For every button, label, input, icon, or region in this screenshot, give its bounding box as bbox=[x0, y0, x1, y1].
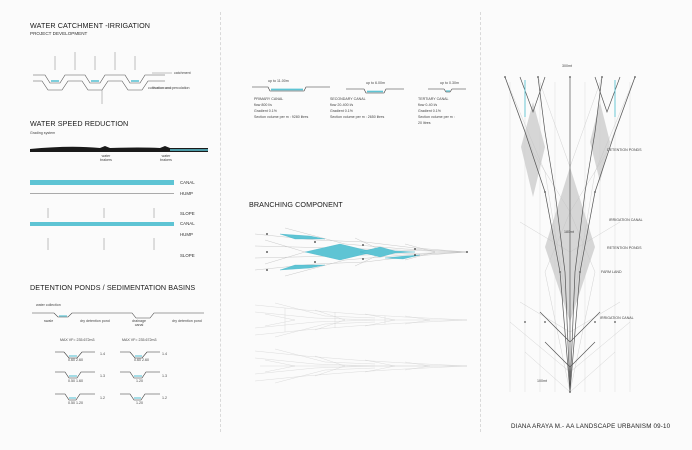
section-dims-r1: 0.60 2.60 bbox=[134, 358, 149, 362]
section-h-l1: 1.4 bbox=[100, 352, 105, 356]
irrigation-network-plan bbox=[504, 76, 636, 393]
branching-title: BRANCHING COMPONENT bbox=[249, 200, 343, 209]
catchment-diagram bbox=[33, 52, 172, 104]
tertiary-canal-volume-2: 20 litres bbox=[418, 121, 431, 125]
dry-pond-label-2: dry detention pond bbox=[172, 319, 202, 323]
primary-canal-width: up to 11.00m bbox=[268, 79, 289, 83]
grading-profile bbox=[30, 146, 208, 152]
water-collection-label: water collection bbox=[36, 303, 61, 307]
drainage-canal-label: drainage canal bbox=[132, 319, 146, 327]
dry-pond-label-1: dry detention pond bbox=[80, 319, 110, 323]
secondary-canal-name: SECONDARY CANAL bbox=[330, 97, 366, 101]
detention-ponds-label: DETENTION PONDS bbox=[607, 148, 642, 152]
section-h-l2: 1.3 bbox=[100, 374, 105, 378]
primary-canal-section bbox=[252, 86, 330, 92]
bottom-width-label: 100mt bbox=[537, 379, 547, 383]
slope-arrows-2 bbox=[47, 238, 155, 250]
secondary-canal-flow: flow 20-400 l/s bbox=[330, 103, 354, 107]
canal-bar-1 bbox=[30, 180, 174, 185]
catchment-subtitle: PROJECT DEVELOPMENT bbox=[30, 31, 88, 36]
top-width-label: 300mt bbox=[562, 64, 572, 68]
length-label: 180mt bbox=[564, 230, 574, 234]
column-divider-left bbox=[220, 12, 221, 432]
section-h-l3: 1.2 bbox=[100, 396, 105, 400]
pond-profile bbox=[32, 312, 204, 319]
tertiary-canal-flow: flow 0-40 l/s bbox=[418, 103, 438, 107]
hump-line-1 bbox=[30, 193, 174, 194]
section-dims-l3: 0.50 1.20 bbox=[68, 401, 83, 405]
hump-label-2: HUMP bbox=[180, 232, 193, 237]
section-dims-r3: 1.20 bbox=[136, 401, 143, 405]
hump-label-1: HUMP bbox=[180, 191, 193, 196]
canal-label-2: CANAL bbox=[180, 221, 195, 226]
branching-component-wire-2 bbox=[254, 348, 468, 384]
grading-label: Grading system bbox=[30, 131, 56, 135]
branching-component-blue bbox=[254, 227, 468, 277]
cultivation-label: cultivation and percolation bbox=[148, 86, 190, 90]
canal-label-1: CANAL bbox=[180, 180, 195, 185]
branching-component-wire-1 bbox=[254, 302, 468, 338]
section-h-r3: 1.2 bbox=[162, 396, 167, 400]
slope-label-2: SLOPE bbox=[180, 253, 195, 258]
catchment-title: WATER CATCHMENT -IRRIGATION bbox=[30, 21, 151, 30]
primary-canal-volume: Section volume per m : 9280 litres bbox=[254, 115, 309, 119]
secondary-canal-volume: Section volume per m : 2650 litres bbox=[330, 115, 385, 119]
ponds-title: DETENTION PONDS / SEDIMENTATION BASINS bbox=[30, 283, 196, 292]
farm-land-label: FARM LAND bbox=[601, 270, 622, 274]
footer-credit: DIANA ARAYA M.- AA LANDSCAPE URBANISM 09… bbox=[511, 423, 671, 430]
slope-arrows-1 bbox=[47, 208, 155, 218]
swale-label: swale bbox=[44, 319, 54, 323]
speed-reduction-title: WATER SPEED REDUCTION bbox=[30, 119, 129, 128]
catchment-label: catchment bbox=[174, 71, 191, 75]
section-dims-r2: 1.20 bbox=[136, 379, 143, 383]
section-h-r2: 1.3 bbox=[162, 374, 167, 378]
secondary-canal-gradient: Gradient 0.1% bbox=[330, 109, 353, 113]
tertiary-canal-volume: Section volume per m : bbox=[418, 115, 455, 119]
secondary-canal-section bbox=[346, 88, 404, 94]
tertiary-canal-name: TERTIARY CANAL bbox=[418, 97, 449, 101]
water-brakers-label-2: water brakers bbox=[160, 154, 172, 162]
section-dims-l1: 0.60 2.60 bbox=[68, 358, 83, 362]
irrigation-canal-label-2: IRRIGATION CANAL bbox=[600, 316, 634, 320]
irrigation-canal-label-1: IRRIGATION CANAL bbox=[609, 218, 643, 222]
section-dims-l2: 0.50 1.60 bbox=[68, 379, 83, 383]
primary-canal-name: PRIMARY CANAL bbox=[254, 97, 284, 101]
canal-bar-2 bbox=[30, 222, 174, 226]
section-h-r1: 1.4 bbox=[162, 352, 167, 356]
primary-canal-gradient: Gradient 0.1% bbox=[254, 109, 277, 113]
pond-sections bbox=[55, 351, 160, 401]
primary-canal-flow: flow 800 l/s bbox=[254, 103, 272, 107]
tertiary-canal-width: up to 0.30m bbox=[440, 81, 459, 85]
retention-ponds-label: RETENTION PONDS bbox=[607, 246, 642, 250]
slope-label-1: SLOPE bbox=[180, 211, 195, 216]
tertiary-canal-gradient: Gradient 0.1% bbox=[418, 109, 441, 113]
max-vf-label-2: MAX VF= 235.672m3 bbox=[122, 338, 157, 342]
column-divider-right bbox=[480, 12, 481, 432]
secondary-canal-width: up to 6.00m bbox=[366, 81, 385, 85]
water-brakers-label-1: water brakers bbox=[100, 154, 112, 162]
max-vf-label-1: MAX VF= 235.672m3 bbox=[60, 338, 95, 342]
tertiary-canal-section bbox=[428, 88, 466, 93]
